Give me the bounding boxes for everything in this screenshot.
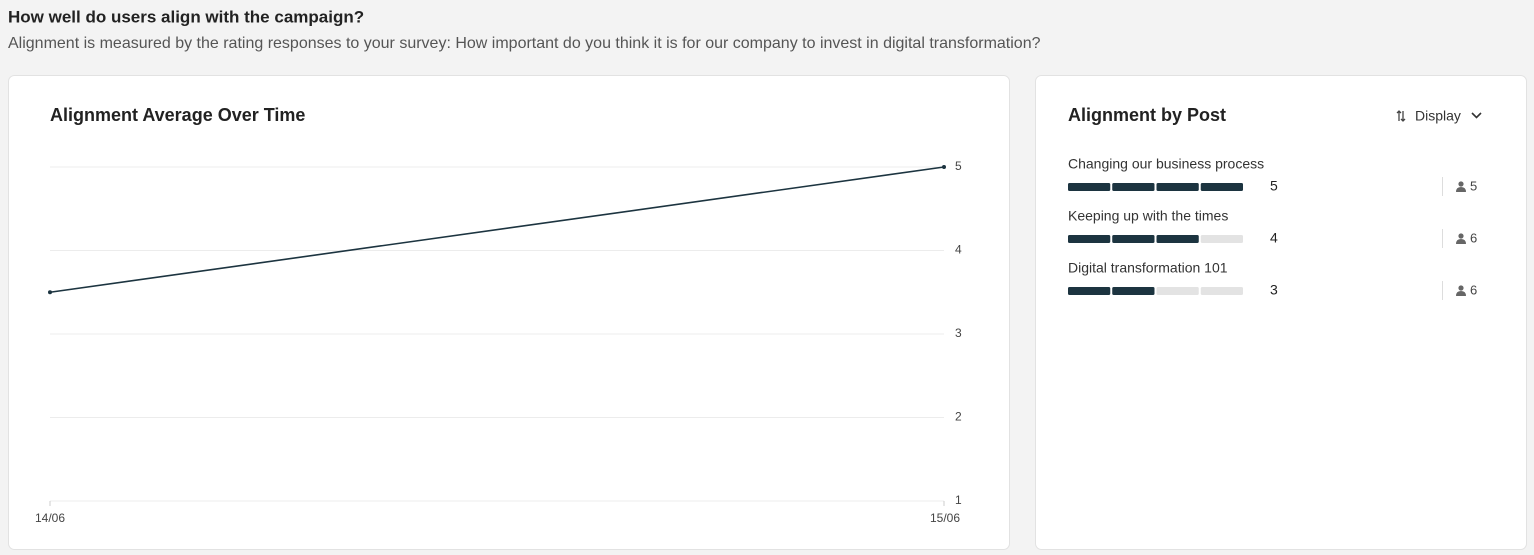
x-tick-label: 15/06 (930, 511, 960, 525)
rating-track (1156, 287, 1199, 295)
rating-segment (1068, 183, 1111, 191)
rating-segment (1200, 183, 1243, 191)
posts-card (1035, 75, 1527, 550)
point (942, 165, 946, 169)
person-icon-head (1458, 233, 1464, 239)
rating-segment (1068, 287, 1111, 295)
rating-value: 4 (1270, 230, 1278, 246)
post-name: Changing our business process (1068, 156, 1264, 172)
x-tick-label: 14/06 (35, 511, 65, 525)
chart-title: Alignment Average Over Time (50, 105, 305, 125)
rating-track (1200, 235, 1243, 243)
point (48, 290, 52, 295)
person-icon-body (1456, 291, 1466, 296)
respondent-count: 6 (1470, 282, 1477, 297)
chevron-icon (1471, 112, 1482, 119)
sort-icon (1396, 110, 1406, 122)
person-icon-body (1456, 239, 1466, 244)
y-tick-label: 3 (955, 326, 962, 340)
rating-segment (1156, 235, 1199, 243)
display-label[interactable]: Display (1415, 108, 1461, 124)
rating-track (1200, 287, 1243, 295)
y-tick-label: 5 (955, 159, 962, 173)
person-icon-body (1456, 187, 1466, 192)
page-subtitle: Alignment is measured by the rating resp… (8, 35, 1041, 52)
rating-segment (1156, 183, 1199, 191)
person-icon-head (1458, 285, 1464, 291)
respondent-count: 6 (1470, 230, 1477, 245)
y-tick-label: 1 (955, 493, 962, 507)
y-tick-label: 2 (955, 410, 962, 424)
display-button[interactable]: Display (1396, 108, 1482, 124)
rating-segment (1068, 235, 1111, 243)
rating-value: 3 (1270, 282, 1278, 298)
post-name: Digital transformation 101 (1068, 260, 1228, 276)
rating-value: 5 (1270, 178, 1278, 194)
y-tick-label: 4 (955, 243, 962, 257)
chart-card (8, 75, 1010, 550)
person-icon-head (1458, 181, 1464, 187)
line (49, 166, 945, 294)
rating-segment (1112, 235, 1155, 243)
page-title: How well do users align with the campaig… (8, 7, 364, 26)
posts-title: Alignment by Post (1068, 105, 1226, 125)
rating-segment (1112, 287, 1155, 295)
rating-segment (1112, 183, 1155, 191)
post-name: Keeping up with the times (1068, 208, 1228, 224)
respondent-count: 5 (1470, 178, 1477, 193)
